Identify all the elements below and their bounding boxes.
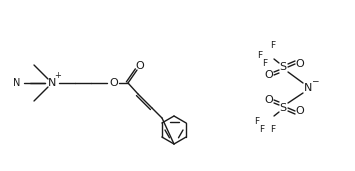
Text: F: F — [271, 41, 275, 49]
Text: −: − — [311, 76, 319, 86]
Text: F: F — [255, 117, 260, 127]
Text: S: S — [279, 62, 286, 72]
Text: +: + — [55, 71, 61, 81]
Text: F: F — [262, 60, 268, 69]
Text: F: F — [257, 50, 263, 60]
Text: N: N — [304, 83, 312, 93]
Text: O: O — [264, 95, 273, 105]
Text: O: O — [296, 59, 304, 69]
Text: F: F — [271, 126, 275, 135]
Text: O: O — [136, 61, 144, 71]
Text: F: F — [260, 126, 264, 135]
Text: N: N — [13, 78, 21, 88]
Text: O: O — [110, 78, 118, 88]
Text: N: N — [48, 78, 56, 88]
Text: S: S — [279, 103, 286, 113]
Text: O: O — [264, 70, 273, 80]
Text: O: O — [296, 106, 304, 116]
